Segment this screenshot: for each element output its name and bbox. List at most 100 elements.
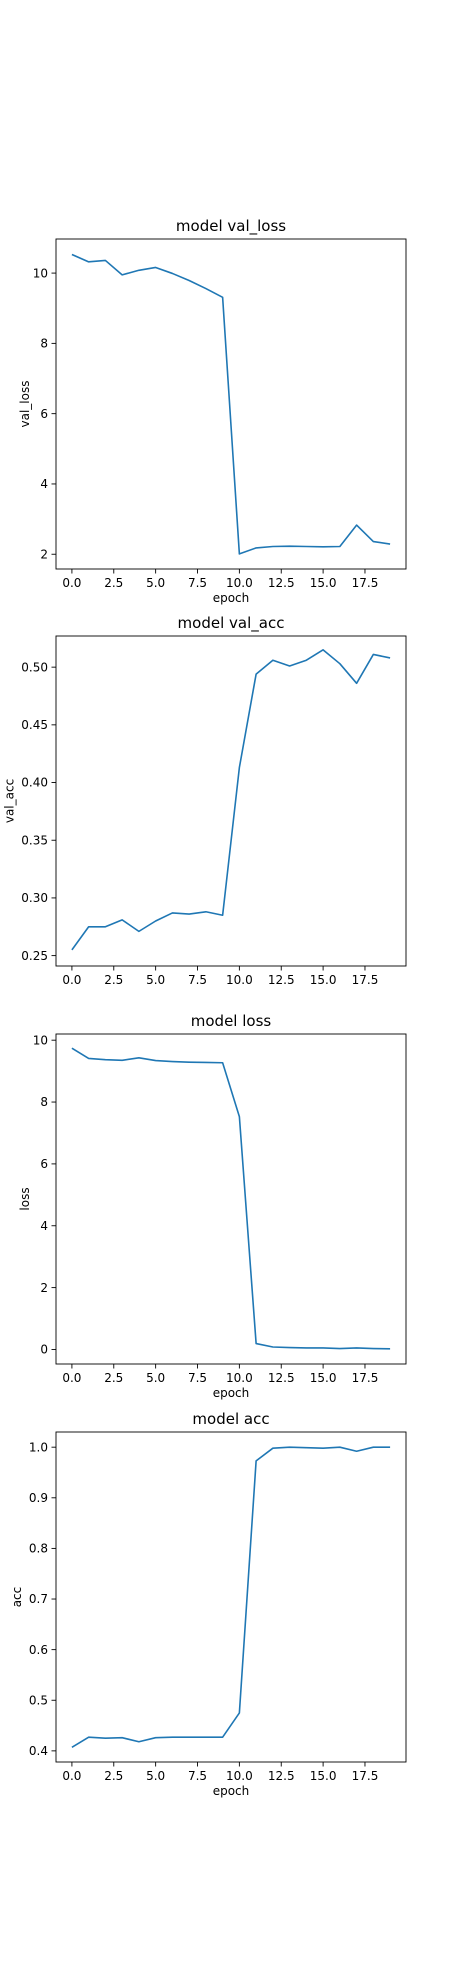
loss-x-tick-label: 0.0 — [62, 1371, 81, 1385]
acc-data-point — [305, 1446, 307, 1448]
acc-x-tick-label: 17.5 — [352, 1769, 379, 1783]
acc-x-tick-label: 2.5 — [104, 1769, 123, 1783]
loss-x-tick-label: 5.0 — [146, 1371, 165, 1385]
val-loss-data-point — [71, 253, 73, 255]
val-acc-data-point — [355, 682, 357, 684]
loss-data-point — [104, 1058, 106, 1060]
val-loss-x-axis-label: epoch — [213, 591, 250, 605]
val-loss-y-tick-label: 4 — [40, 477, 48, 491]
loss-data-point — [87, 1057, 89, 1059]
acc-data-point — [71, 1746, 73, 1748]
acc-data-point — [339, 1446, 341, 1448]
loss-data-point — [238, 1115, 240, 1117]
acc-data-point — [154, 1737, 156, 1739]
acc-y-tick-label: 0.7 — [29, 1592, 48, 1606]
val-acc-x-tick-label: 0.0 — [62, 973, 81, 987]
acc-data-point — [138, 1741, 140, 1743]
loss-data-point — [322, 1347, 324, 1349]
acc-data-point — [238, 1712, 240, 1714]
val-acc-y-tick-label: 0.40 — [21, 776, 48, 790]
val-acc-data-point — [188, 913, 190, 915]
loss-y-tick-label: 10 — [33, 1033, 48, 1047]
val-acc-x-tick-label: 17.5 — [352, 973, 379, 987]
val-loss-data-point — [154, 266, 156, 268]
val-acc-data-point — [154, 920, 156, 922]
loss-data-point — [372, 1347, 374, 1349]
loss-y-tick-label: 8 — [40, 1095, 48, 1109]
acc-x-tick-label: 0.0 — [62, 1769, 81, 1783]
val-loss-data-point — [305, 545, 307, 547]
val-acc-data-point — [138, 930, 140, 932]
loss-x-tick-label: 15.0 — [310, 1371, 337, 1385]
loss-x-tick-label: 7.5 — [188, 1371, 207, 1385]
loss-x-axis-label: epoch — [213, 1386, 250, 1400]
val-acc-data-point — [171, 912, 173, 914]
acc-x-tick-label: 12.5 — [268, 1769, 295, 1783]
val-loss-data-point — [372, 540, 374, 542]
loss-data-point — [121, 1059, 123, 1061]
val-loss-chart-title: model val_loss — [176, 217, 286, 236]
val-loss-data-point — [288, 545, 290, 547]
val-acc-y-tick-label: 0.45 — [21, 718, 48, 732]
acc-y-tick-label: 1.0 — [29, 1440, 48, 1454]
val-acc-chart: model val_acc 0.0 2.5 5.0 7.5 10.0 12.5 15.0 17.… — [3, 614, 407, 987]
val-loss-chart: model val_loss 0.0 2.5 5.0 7.5 10.0 12.5 15.0 17… — [18, 217, 407, 605]
loss-data-point — [389, 1348, 391, 1350]
val-acc-y-tick-label: 0.35 — [21, 833, 48, 847]
acc-data-point — [272, 1447, 274, 1449]
val-acc-y-tick-label: 0.30 — [21, 891, 48, 905]
acc-data-point — [389, 1446, 391, 1448]
val-loss-series-line — [71, 253, 391, 555]
acc-y-axis-label: acc — [10, 1587, 24, 1608]
val-loss-x-tick-label: 10.0 — [226, 576, 253, 590]
val-acc-data-point — [322, 649, 324, 651]
loss-y-tick-label: 6 — [40, 1157, 48, 1171]
loss-series-line — [71, 1047, 391, 1350]
acc-x-tick-label: 5.0 — [146, 1769, 165, 1783]
val-acc-data-point — [372, 653, 374, 655]
acc-data-point — [104, 1737, 106, 1739]
loss-data-point — [339, 1347, 341, 1349]
val-loss-data-point — [322, 546, 324, 548]
acc-x-tick-label: 7.5 — [188, 1769, 207, 1783]
acc-y-tick-label: 0.8 — [29, 1542, 48, 1556]
val-acc-y-tick-label: 0.25 — [21, 949, 48, 963]
acc-data-point — [355, 1450, 357, 1452]
acc-data-point — [288, 1446, 290, 1448]
loss-data-point — [71, 1047, 73, 1049]
acc-data-point — [87, 1736, 89, 1738]
val-acc-data-point — [221, 914, 223, 916]
val-loss-x-tick-label: 17.5 — [352, 576, 379, 590]
acc-data-point — [205, 1736, 207, 1738]
val-acc-data-point — [305, 659, 307, 661]
val-acc-data-point — [71, 949, 73, 951]
loss-y-tick-label: 4 — [40, 1219, 48, 1233]
acc-data-point — [322, 1447, 324, 1449]
val-loss-y-tick-label: 2 — [40, 547, 48, 561]
acc-x-tick-label: 10.0 — [226, 1769, 253, 1783]
loss-data-point — [355, 1347, 357, 1349]
val-loss-data-point — [104, 259, 106, 261]
loss-data-point — [138, 1057, 140, 1059]
loss-axes-frame — [55, 1033, 407, 1365]
loss-x-tick-label: 12.5 — [268, 1371, 295, 1385]
val-loss-data-point — [255, 547, 257, 549]
val-acc-x-tick-label: 15.0 — [310, 973, 337, 987]
acc-data-point — [255, 1460, 257, 1462]
val-loss-x-tick-label: 2.5 — [104, 576, 123, 590]
val-loss-y-tick-label: 10 — [33, 266, 48, 280]
loss-data-point — [221, 1062, 223, 1064]
val-acc-x-tick-label: 12.5 — [268, 973, 295, 987]
acc-data-point — [372, 1446, 374, 1448]
val-loss-data-point — [389, 543, 391, 545]
loss-data-point — [205, 1061, 207, 1063]
val-acc-x-tick-label: 5.0 — [146, 973, 165, 987]
loss-data-point — [188, 1061, 190, 1063]
val-acc-chart-title: model val_acc — [178, 614, 285, 633]
loss-chart-title: model loss — [191, 1012, 272, 1030]
val-acc-series-line — [71, 649, 391, 951]
val-loss-x-tick-label: 15.0 — [310, 576, 337, 590]
val-loss-y-tick-label: 8 — [40, 337, 48, 351]
val-acc-x-tick-label: 10.0 — [226, 973, 253, 987]
